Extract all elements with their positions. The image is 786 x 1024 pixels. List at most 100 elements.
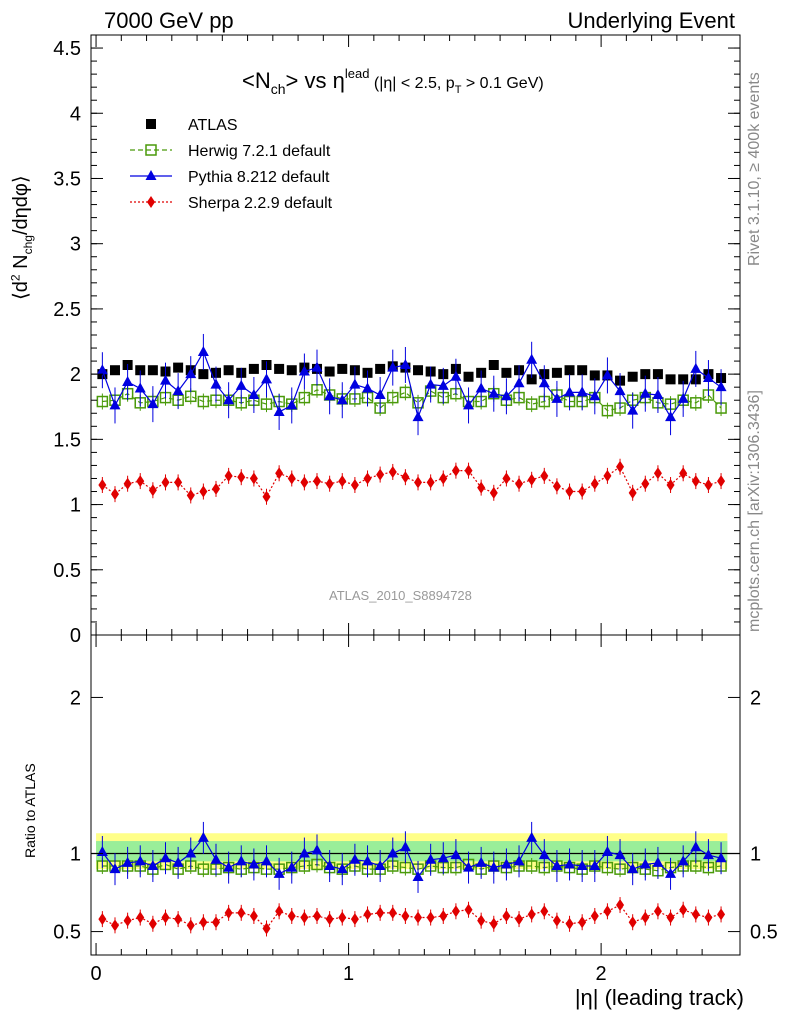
data-point [627,371,638,382]
data-point [122,375,134,386]
ratio-point [311,844,323,855]
data-point [666,479,675,491]
data-point [527,473,536,486]
ratio-point [122,856,134,867]
data-point [641,477,650,490]
ratio-point [362,855,374,866]
ratio-point [172,856,184,867]
ratio-point [199,916,208,929]
data-point [298,365,310,376]
data-point [677,392,689,403]
y-tick-label: 3.5 [53,168,81,190]
data-point [338,475,347,488]
ratio-point [98,913,107,926]
ratio-point [515,913,524,926]
data-point [614,385,626,396]
data-point [109,365,120,376]
data-point [260,398,273,410]
data-point [399,386,412,399]
data-point [538,377,550,388]
ratio-point [109,863,121,874]
data-point [375,363,386,374]
data-point [198,369,209,380]
ratio-point [298,847,310,858]
ratio-point [464,903,473,916]
ratio-point [235,855,247,866]
ratio-point [248,858,260,869]
ratio-point [552,914,561,927]
data-point [223,365,234,376]
legend-marker-1 [145,144,157,156]
ratio-point [538,849,550,860]
x-axis-label: |η| (leading track) [574,985,744,1010]
ratio-point [628,916,637,929]
data-point [199,485,208,498]
ratio-point [653,905,662,918]
data-point [702,372,714,383]
ratio-point [249,909,258,922]
y-tick-label: 0.5 [53,922,81,944]
y-tick-label: 0.5 [53,560,81,582]
ratio-point [525,860,538,872]
data-point [287,472,296,485]
data-point [147,398,159,409]
data-point [551,367,562,378]
ratio-point [690,841,702,852]
data-point [603,469,612,482]
data-point [362,382,374,393]
data-point [488,387,500,398]
data-point [652,389,664,399]
data-point [172,385,184,396]
ratio-point [425,853,437,864]
ratio-point [261,855,273,866]
header-observable: Underlying Event [567,8,735,33]
ratio-point [388,906,397,919]
ratio-point [324,860,336,871]
data-point [174,476,183,489]
ratio-point [399,841,411,852]
data-point [413,365,424,376]
ratio-point [185,847,197,858]
ratio-point [376,906,385,919]
ratio-point [513,855,525,866]
data-point [414,476,423,489]
header-process: 7000 GeV pp [104,8,234,33]
ratio-point [197,863,210,875]
data-point [477,481,486,494]
y-tick-label-right: 2 [750,687,761,709]
data-point [185,368,197,379]
ratio-point [210,853,222,864]
data-point [678,374,689,385]
data-point [526,353,538,364]
data-point [387,361,399,372]
ratio-point [287,909,296,922]
x-tick-label: 1 [343,963,354,985]
legend-marker-0 [146,119,156,129]
ratio-point [212,916,221,929]
data-point [401,471,410,484]
ratio-point [286,861,298,872]
ratio-point [148,917,157,930]
ratio-point [551,860,563,871]
ratio-point [300,911,309,924]
legend-label-2: Pythia 8.212 default [188,169,330,186]
ratio-point [666,911,675,924]
ratio-point [273,867,285,878]
data-point [665,411,677,422]
y-tick-label: 0 [70,625,81,647]
ratio-point [275,905,284,918]
data-point [589,370,600,381]
ratio-point [313,909,322,922]
data-point [525,398,538,410]
data-point [273,405,285,416]
data-point [376,468,385,481]
ratio-point [603,905,612,918]
data-point [565,485,574,498]
ratio-point [527,908,536,921]
legend-marker-3 [147,196,155,208]
ratio-point [717,908,726,921]
data-point [653,467,662,480]
legend-label-3: Sherpa 2.2.9 default [188,195,333,212]
data-point [578,485,587,498]
ratio-point [426,911,435,924]
